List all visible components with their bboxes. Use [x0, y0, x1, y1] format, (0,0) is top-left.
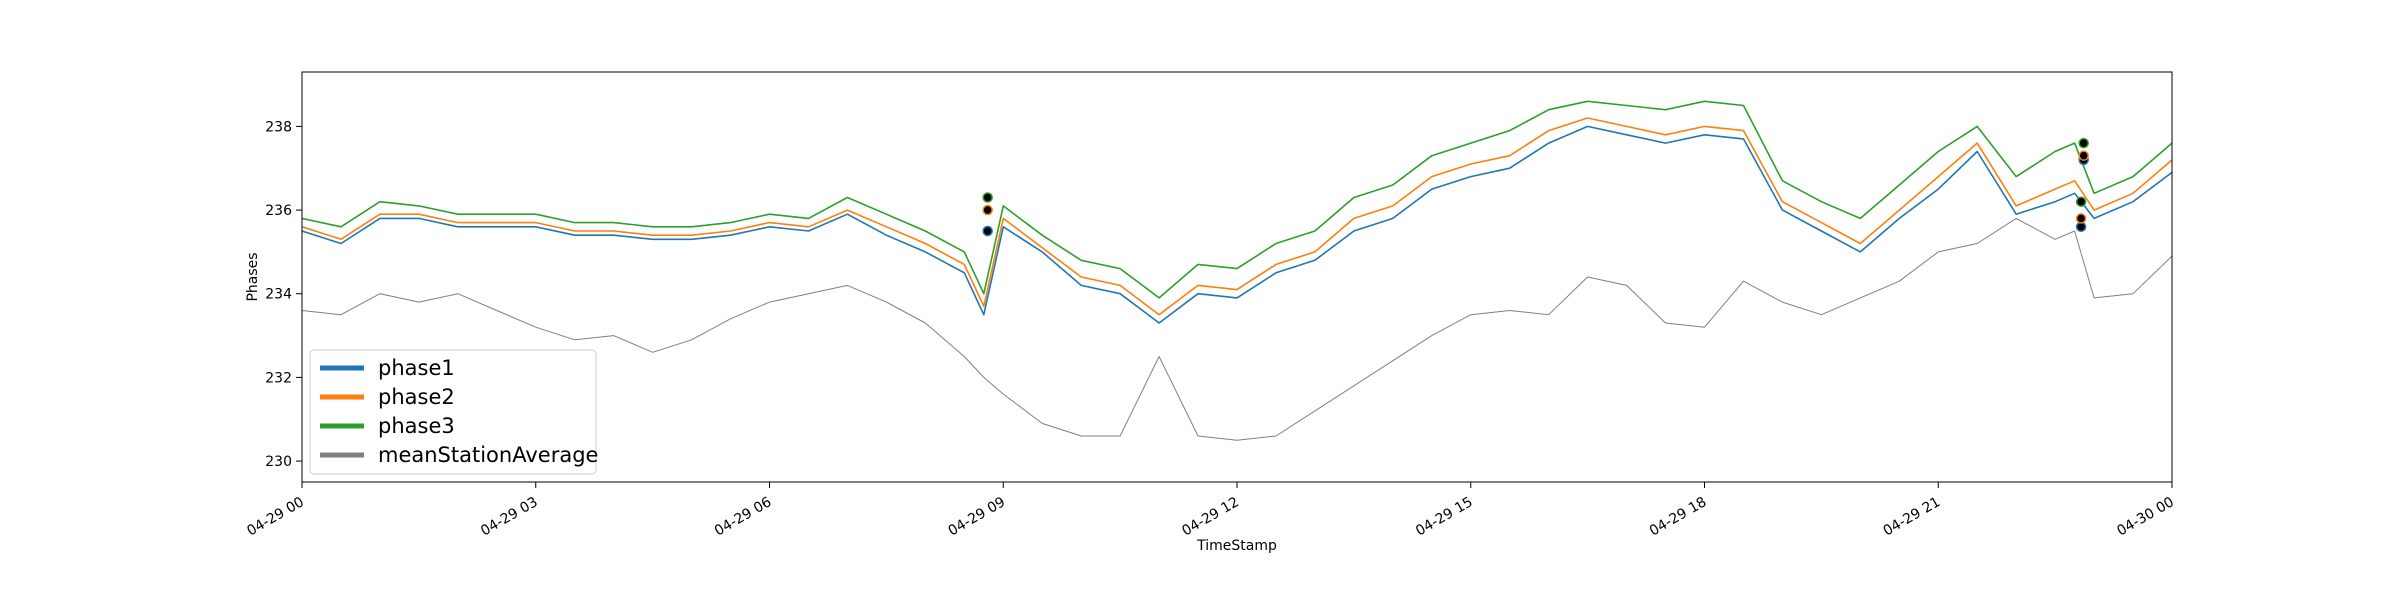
marker-layer: [982, 137, 2089, 237]
y-tick-label: 234: [265, 287, 292, 303]
y-tick-label: 236: [265, 203, 292, 219]
legend-label-meanStationAverage: meanStationAverage: [378, 443, 598, 467]
legend-frame: [309, 349, 597, 475]
marker-point: [2078, 150, 2089, 161]
legend-label-phase3: phase3: [378, 414, 455, 438]
marker-point: [2075, 196, 2087, 207]
y-tick-label: 238: [265, 119, 292, 135]
legend-label-phase2: phase2: [378, 385, 455, 409]
marker-point: [2075, 213, 2087, 224]
y-axis-title: Phases: [245, 252, 261, 301]
series-line-phase2: [302, 117, 2172, 316]
y-axis: 230 232 234 236 238: [265, 119, 302, 470]
x-axis-title: TimeStamp: [1196, 538, 1277, 554]
series-layer: [302, 100, 2172, 441]
series-line-meanStationAverage: [302, 217, 2172, 441]
y-tick-label: 230: [265, 454, 292, 470]
marker-point: [982, 204, 993, 216]
marker-point: [982, 192, 993, 203]
series-line-phase1: [302, 125, 2172, 324]
legend: phase1 phase2 phase3 meanStationAverage: [309, 349, 598, 475]
plot-area: [302, 72, 2172, 482]
series-line-phase3: [302, 100, 2172, 299]
legend-label-phase1: phase1: [378, 356, 455, 380]
marker-point: [2078, 137, 2089, 149]
marker-point: [982, 225, 993, 237]
y-tick-label: 232: [265, 370, 292, 386]
